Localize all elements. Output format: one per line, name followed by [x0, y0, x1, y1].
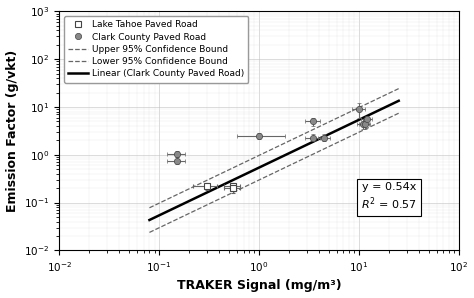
Y-axis label: Emission Factor (g/vkt): Emission Factor (g/vkt)	[6, 50, 18, 212]
X-axis label: TRAKER Signal (mg/m³): TRAKER Signal (mg/m³)	[177, 280, 341, 292]
Legend: Lake Tahoe Paved Road, Clark County Paved Road, Upper 95% Confidence Bound, Lowe: Lake Tahoe Paved Road, Clark County Pave…	[64, 16, 248, 83]
Text: y = 0.54x
$R^2$ = 0.57: y = 0.54x $R^2$ = 0.57	[361, 182, 417, 212]
